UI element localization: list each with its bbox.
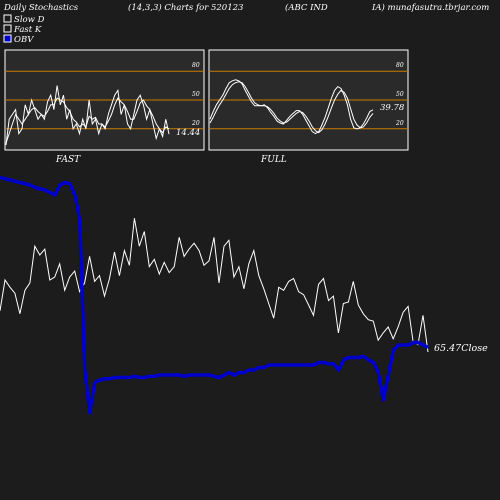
legend-fast-k-swatch [3, 24, 12, 33]
full-caption: FULL [260, 155, 287, 165]
fast-panel: 20 50 80 14.44 FAST [4, 49, 205, 165]
fast-tick-label: 20 [191, 120, 200, 127]
legend-slow-d-swatch [3, 14, 12, 23]
full-tick-label: 80 [396, 62, 404, 69]
fast-tick-label: 80 [192, 62, 200, 69]
fast-last-value: 14.44 [176, 128, 200, 138]
full-last-value: 39.78 [380, 103, 405, 113]
legend-obv-swatch [3, 34, 12, 43]
chart-params: (14,3,3) Charts for 520123 [128, 2, 243, 13]
price-obv-panel: 65.47Close [0, 175, 488, 415]
legend-fast-k-label: Fast K [13, 25, 42, 35]
company-name: (ABC IND [285, 2, 328, 13]
chart-title: Daily Stochastics [3, 3, 79, 13]
fast-caption: FAST [55, 155, 81, 165]
full-panel: 20 50 80 39.78 FULL [208, 49, 409, 165]
company-name-cont: IA) munafasutra.tbrjar.com [371, 2, 489, 13]
close-last-value: 65.47Close [434, 343, 488, 354]
full-tick-label: 20 [395, 120, 404, 127]
fast-k-line [5, 85, 170, 146]
fast-tick-label: 50 [192, 91, 200, 98]
obv-line [0, 175, 429, 415]
legend-slow-d-label: Slow D [14, 15, 45, 25]
close-price-line [0, 218, 429, 353]
full-d-line [209, 81, 374, 134]
full-tick-label: 50 [396, 91, 404, 98]
legend: Slow D Fast K OBV [3, 14, 45, 45]
full-k-line [209, 79, 374, 135]
legend-obv-label: OBV [14, 35, 34, 45]
